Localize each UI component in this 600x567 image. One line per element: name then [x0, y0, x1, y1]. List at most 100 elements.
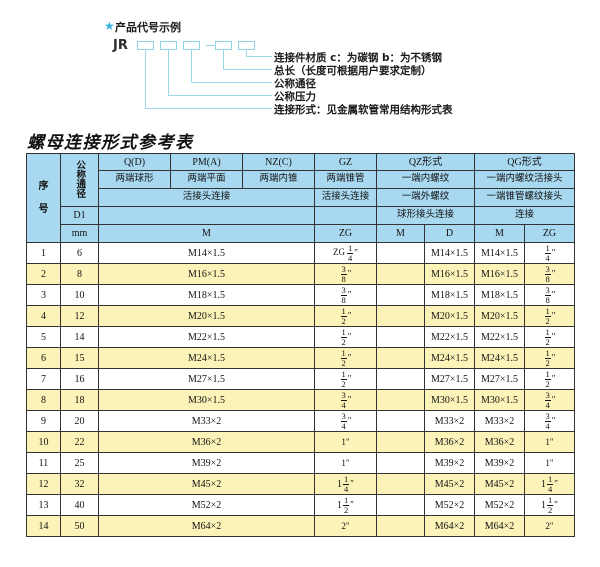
- code-box-4: [215, 41, 232, 50]
- cell-qz-d: M45×2: [424, 473, 475, 495]
- cell-gz-zg: 1 1 2 ″: [314, 494, 377, 516]
- table-row: 8 18 M30×1.5 3 4 ″ M30×1.5 M30×1.5 3 4 ″: [26, 389, 576, 411]
- cell-nominal-diameter: 10: [60, 284, 99, 306]
- cell-qz-d: M52×2: [424, 494, 475, 516]
- cell-qg-m: M22×1.5: [474, 326, 525, 348]
- header-d1-qg: 连接: [473, 206, 576, 225]
- header-unit-qz-m: M: [376, 224, 425, 243]
- cell-nominal-diameter: 6: [60, 242, 99, 264]
- cell-qz-m: [376, 389, 425, 411]
- cell-qg-zg: 1 2 ″: [523, 305, 576, 327]
- cell-nominal-diameter: 20: [60, 410, 99, 432]
- cell-gz-zg: 3 8 ″: [314, 284, 377, 306]
- cell-nominal-diameter: 40: [60, 494, 99, 516]
- cell-qg-m: M14×1.5: [474, 242, 525, 264]
- legend-text-length: 总长（长度可根据用户要求定制）: [274, 65, 432, 77]
- leader-vert-1: [145, 50, 146, 108]
- cell-qg-zg: 2": [523, 515, 576, 537]
- cell-nominal-diameter: 18: [60, 389, 99, 411]
- leader-vert-2: [168, 50, 169, 95]
- table-title: 螺母连接形式参考表: [27, 133, 194, 153]
- cell-seq: 6: [26, 347, 61, 369]
- cell-thread-m: M45×2: [98, 473, 315, 495]
- cell-gz-zg: 1": [314, 431, 377, 453]
- header-d1-label: D1: [60, 206, 99, 225]
- cell-nominal-diameter: 50: [60, 515, 99, 537]
- cell-gz-zg: 1": [314, 452, 377, 474]
- cell-thread-m: M20×1.5: [98, 305, 315, 327]
- cell-qz-d: M24×1.5: [424, 347, 475, 369]
- cell-qz-m: [376, 263, 425, 285]
- cell-qz-d: M20×1.5: [424, 305, 475, 327]
- cell-thread-m: M14×1.5: [98, 242, 315, 264]
- code-prefix-label: JR: [113, 38, 128, 53]
- cell-qg-m: M52×2: [474, 494, 525, 516]
- cell-thread-m: M27×1.5: [98, 368, 315, 390]
- cell-qg-m: M16×1.5: [474, 263, 525, 285]
- header-group-qz: QZ形式: [376, 153, 475, 171]
- header-sub-qdpmnz: 活接头连接: [98, 188, 315, 207]
- cell-qz-m: [376, 242, 425, 264]
- header-desc-qd: 两端球形: [98, 170, 171, 189]
- cell-qz-m: [376, 410, 425, 432]
- cell-qg-zg: 1 4 ″: [523, 242, 576, 264]
- header-group-qd: Q(D): [98, 153, 171, 171]
- cell-qg-m: M64×2: [474, 515, 525, 537]
- code-box-1: [137, 41, 154, 50]
- cell-qz-m: [376, 326, 425, 348]
- leader-horz-2: [168, 95, 272, 96]
- cell-nominal-diameter: 16: [60, 368, 99, 390]
- cell-qz-d: M14×1.5: [424, 242, 475, 264]
- header-row-d1: D1 球形接头连接 连接: [27, 206, 576, 225]
- header-desc-gz: 两端锥管: [314, 170, 377, 189]
- cell-gz-zg: 1 2 ″: [314, 305, 377, 327]
- cell-seq: 12: [26, 473, 61, 495]
- cell-nominal-diameter: 12: [60, 305, 99, 327]
- cell-thread-m: M16×1.5: [98, 263, 315, 285]
- code-box-2: [160, 41, 177, 50]
- table-row: 7 16 M27×1.5 1 2 ″ M27×1.5 M27×1.5 1 2 ″: [26, 368, 576, 390]
- cell-seq: 11: [26, 452, 61, 474]
- cell-qg-zg: 3 8 ″: [523, 263, 576, 285]
- cell-qz-d: M33×2: [424, 410, 475, 432]
- cell-qg-m: M45×2: [474, 473, 525, 495]
- cell-seq: 8: [26, 389, 61, 411]
- cell-nominal-diameter: 14: [60, 326, 99, 348]
- header-unit-qg-m: M: [474, 224, 525, 243]
- leader-vert-4: [223, 50, 224, 69]
- cell-qz-d: M18×1.5: [424, 284, 475, 306]
- cell-qg-zg: 3 4 ″: [523, 389, 576, 411]
- cell-nominal-diameter: 22: [60, 431, 99, 453]
- cell-qg-zg: 1": [523, 431, 576, 453]
- cell-thread-m: M39×2: [98, 452, 315, 474]
- cell-qz-m: [376, 305, 425, 327]
- cell-seq: 1: [26, 242, 61, 264]
- cell-seq: 13: [26, 494, 61, 516]
- cell-gz-zg: 1 2 ″: [314, 326, 377, 348]
- header-seq: 序 号: [26, 153, 61, 243]
- cell-nominal-diameter: 32: [60, 473, 99, 495]
- cell-seq: 2: [26, 263, 61, 285]
- cell-qg-zg: 1 1 2 ″: [523, 494, 576, 516]
- leader-horz-5: [246, 56, 272, 57]
- diagram-caption: 产品代号示例: [115, 21, 181, 34]
- leader-horz-3: [191, 82, 272, 83]
- cell-seq: 9: [26, 410, 61, 432]
- legend-text-pressure: 公称压力: [274, 91, 316, 103]
- cell-thread-m: M24×1.5: [98, 347, 315, 369]
- cell-nominal-diameter: 8: [60, 263, 99, 285]
- cell-qz-m: [376, 515, 425, 537]
- header-row-sub1: 活接头连接 活接头连接 一端外螺纹 一端锥管螺纹接头: [27, 188, 576, 207]
- cell-qg-m: M20×1.5: [474, 305, 525, 327]
- table-row: 6 15 M24×1.5 1 2 ″ M24×1.5 M24×1.5 1 2 ″: [26, 347, 576, 369]
- header-sub-gz: 活接头连接: [314, 188, 377, 207]
- cell-qz-m: [376, 473, 425, 495]
- table-body: 1 6 M14×1.5 ZG 1 4 ″ M14×1.5 M14×1.5 1 4 ″ 2 8 M16×1.5…: [26, 242, 576, 537]
- header-group-pm: PM(A): [170, 153, 243, 171]
- header-row-units: mm M ZG M D M ZG: [27, 224, 576, 243]
- cell-qz-d: M22×1.5: [424, 326, 475, 348]
- table-row: 5 14 M22×1.5 1 2 ″ M22×1.5 M22×1.5 1 2 ″: [26, 326, 576, 348]
- cell-qg-m: M39×2: [474, 452, 525, 474]
- cell-qz-d: M36×2: [424, 431, 475, 453]
